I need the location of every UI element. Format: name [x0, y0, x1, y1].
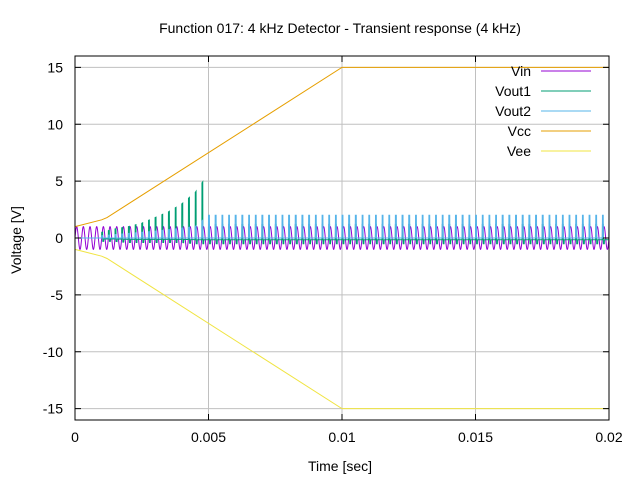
- x-tick-label: 0: [71, 429, 79, 445]
- y-axis-label: Voltage [V]: [8, 206, 24, 274]
- series-line-vcc: [74, 66, 609, 228]
- x-axis-label: Time [sec]: [308, 458, 372, 474]
- plot-series: [74, 66, 610, 410]
- x-tick-label: 0.02: [595, 429, 622, 445]
- y-tick-label: -10: [43, 344, 63, 360]
- y-tick-label: -15: [43, 401, 63, 417]
- series-line-vee: [74, 248, 609, 410]
- y-tick-label: 15: [47, 59, 63, 75]
- legend-label-vout1: Vout1: [495, 83, 531, 99]
- legend-label-vee: Vee: [507, 143, 531, 159]
- x-tick-label: 0.01: [328, 429, 355, 445]
- legend: Vin Vout1 Vout2 Vcc Vee: [495, 63, 591, 159]
- axis-ticks: 0 0.005 0.01 0.015 0.02 -15 -10 -5 0 5 10 15: [43, 56, 623, 445]
- y-tick-label: 10: [47, 116, 63, 132]
- chart-title: Function 017: 4 kHz Detector - Transient…: [159, 20, 521, 36]
- x-tick-label: 0.015: [458, 429, 493, 445]
- legend-label-vin: Vin: [511, 63, 531, 79]
- y-tick-label: 0: [55, 230, 63, 246]
- series-line-vout2: [75, 214, 610, 239]
- legend-label-vcc: Vcc: [508, 123, 531, 139]
- y-tick-label: -5: [51, 287, 64, 303]
- x-tick-label: 0.005: [191, 429, 226, 445]
- y-tick-label: 5: [55, 173, 63, 189]
- legend-label-vout2: Vout2: [495, 103, 531, 119]
